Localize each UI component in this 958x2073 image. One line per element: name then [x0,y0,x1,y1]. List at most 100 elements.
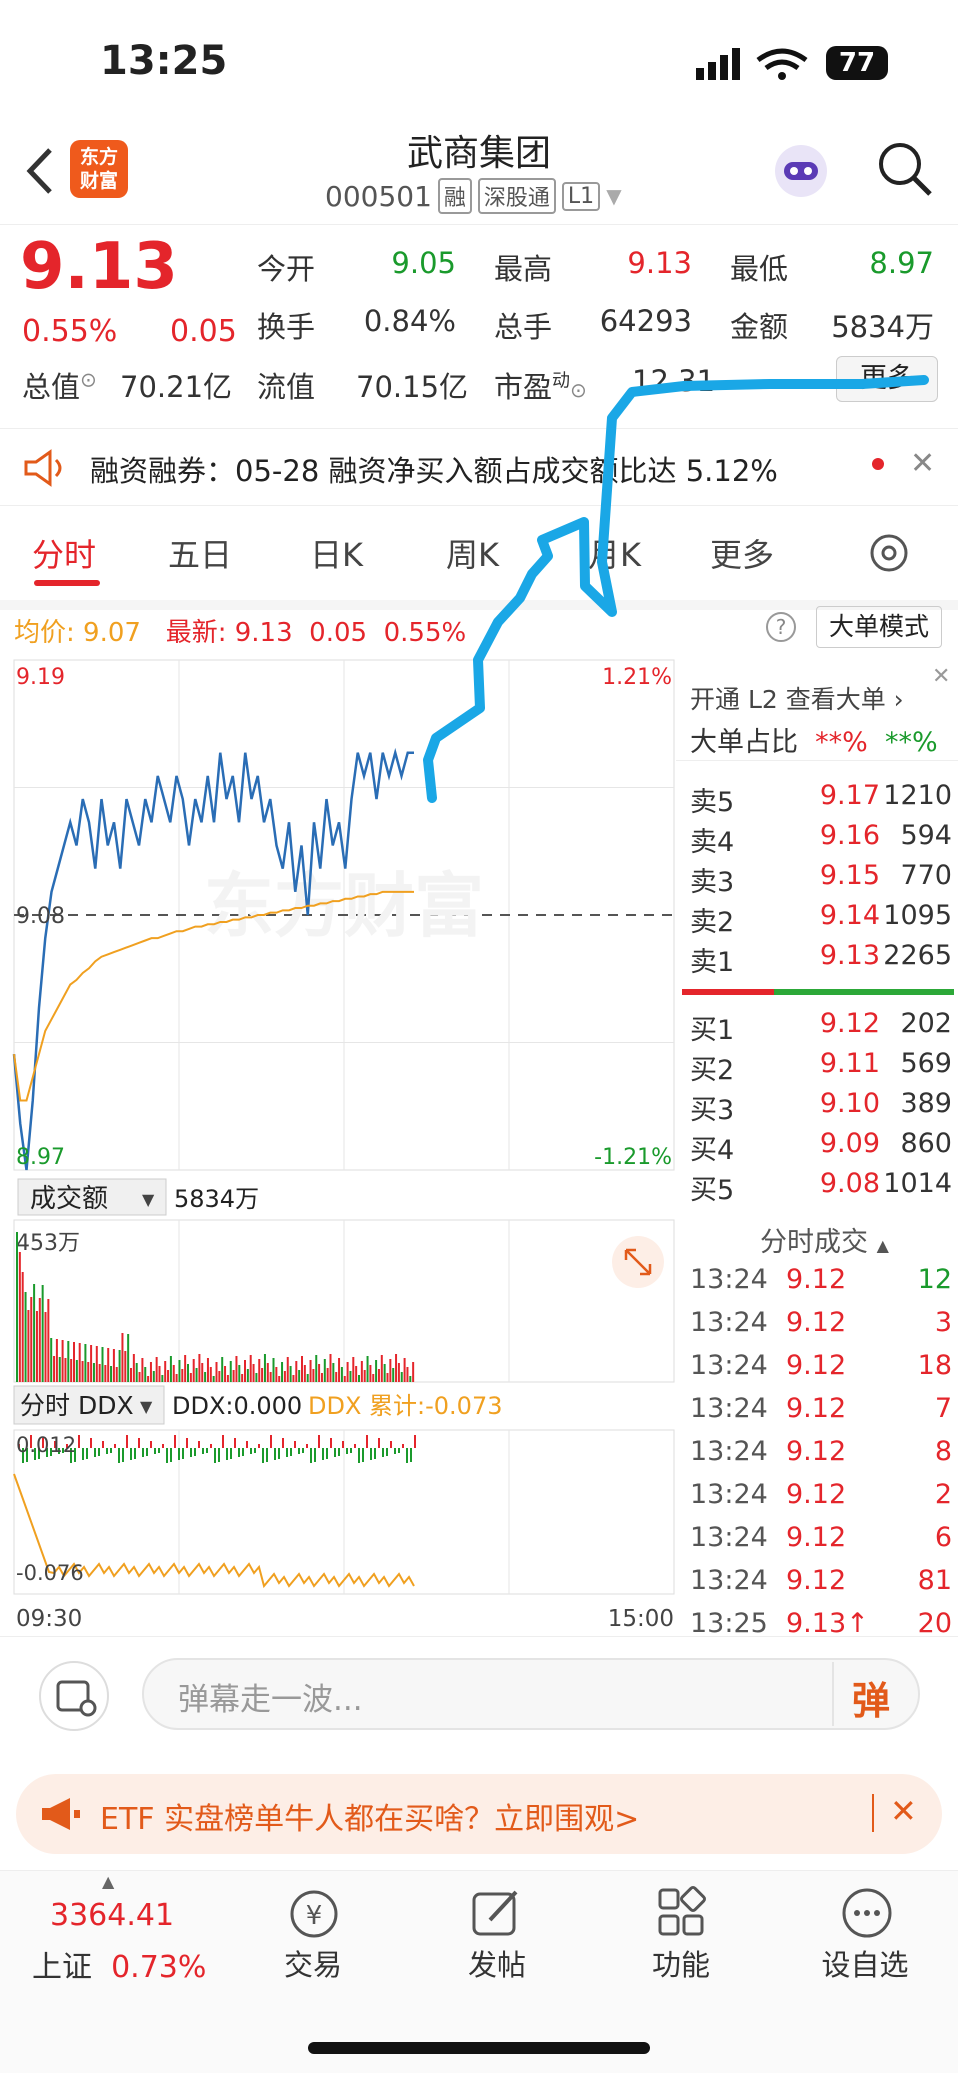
danmaku-settings-icon[interactable] [38,1660,110,1732]
ddx-bar [162,1444,164,1448]
trade-time: 13:24 [690,1350,768,1381]
trade-time: 13:24 [690,1479,768,1510]
volume-bar [44,1312,47,1382]
volume-bar [366,1356,369,1382]
volume-bar [35,1311,38,1382]
volume-bar [261,1368,264,1382]
volume-dropdown [17,1178,167,1216]
tab-0[interactable]: 分时 [32,536,97,574]
ddx-bar [346,1448,348,1454]
ddx-bar [290,1448,292,1456]
promo-banner[interactable] [16,1774,942,1854]
volume-bar [33,1284,36,1382]
volume-bar [343,1376,346,1382]
volume-bar [189,1373,192,1382]
help-icon[interactable]: ? [766,612,796,642]
nav-item-1[interactable]: 发帖 [467,1948,526,1982]
tab-4[interactable]: 月K [588,536,641,574]
ob-volume: 594 [900,820,952,851]
volume-bar [30,1297,33,1382]
post-icon [472,1890,518,1936]
trade-time: 13:24 [690,1264,768,1295]
total-value: 70.21亿 [120,370,233,404]
battery-icon: 77 [826,46,888,80]
volume-bar [132,1354,135,1382]
nav-item-2[interactable]: 功能 [651,1948,710,1982]
index-line[interactable]: 上证 0.73% [32,1950,207,1985]
ddx-bar [310,1448,312,1463]
volume-bar [323,1359,326,1382]
trade-price: 9.12 [786,1565,847,1596]
big-order-mode-button[interactable]: 大单模式 [816,606,942,648]
ddx-label: 分时 DDX [20,1391,134,1420]
gear-icon[interactable] [866,530,912,576]
volume-bar [144,1367,147,1382]
volume-bar [229,1361,232,1382]
tab-2[interactable]: 日K [310,536,363,574]
ddx-bar [170,1448,172,1462]
index-value[interactable]: 3364.41 [50,1898,175,1933]
nav-item-0[interactable]: 交易 [283,1948,342,1982]
volume-bar [55,1339,58,1382]
ddx-bar [182,1448,184,1459]
volume-bar [283,1371,286,1382]
ddx-bar [94,1448,96,1457]
volume-bar [320,1373,323,1382]
ddx-bar [378,1438,380,1448]
ob-label: 卖2 [690,907,735,938]
ddx-bar [38,1448,40,1459]
volume-bar [269,1372,272,1382]
notice-bar[interactable] [0,428,958,506]
change-pct: 0.55% [22,314,118,349]
volume-bar [286,1357,289,1382]
stock-code-line[interactable]: 000501 融 深股通 L1 ▼ [325,178,622,214]
series-1-line [13,890,414,1102]
volume-bar [206,1358,209,1382]
volume-bar [338,1358,341,1382]
tab-1[interactable]: 五日 [168,536,233,574]
volume-bar [152,1371,155,1382]
trades-title[interactable]: 分时成交 ▲ [760,1227,889,1258]
comment-input[interactable] [142,1658,920,1730]
search-icon[interactable] [876,140,934,198]
ddx-bar [50,1448,52,1456]
volume-bar [406,1367,409,1382]
pe-label: 市盈动⊙ [494,370,587,404]
back-icon[interactable] [24,146,54,196]
ddx-bar [66,1444,68,1448]
ddx-bar [42,1438,44,1448]
trade-price: 9.12 [786,1307,847,1338]
quote-value: 5834万 [831,310,934,344]
l2-link[interactable]: 开通 L2 查看大单 › [690,685,904,714]
banner-close-icon[interactable]: ✕ [890,1792,917,1830]
ob-price: 9.15 [819,860,880,891]
tab-3[interactable]: 周K [446,536,499,574]
volume-bar [252,1364,255,1382]
stock-code: 000501 [325,179,432,213]
trade-time: 13:24 [690,1565,768,1596]
ddx-value: DDX:0.000 [172,1392,302,1420]
intraday-chart[interactable]: 东方财富 9.19 9.08 8.97 1.21% -1.21% 成交额 ▼ 5834万 453万… [0,650,676,1635]
ddx-bar [362,1448,364,1462]
ddx-bar [18,1444,20,1448]
app-logo: 东方 财富 [70,140,128,198]
ddx-bar [250,1448,252,1454]
ddx-bar [82,1448,84,1460]
ddx-bar [146,1448,148,1456]
trade-volume: 12 [917,1264,952,1295]
close-icon[interactable]: ✕ [932,664,951,689]
volume-bar [266,1363,269,1382]
volume-bar [16,1232,18,1382]
close-icon[interactable]: ✕ [910,446,936,481]
volume-bar [258,1359,261,1382]
nav-item-3[interactable]: 设自选 [821,1948,909,1982]
danmaku-send-button[interactable]: 弹 [852,1679,891,1723]
volume-bar [352,1357,355,1382]
volume-bar [141,1358,144,1382]
tab-5[interactable]: 更多 [710,536,775,574]
ddx-bar [26,1448,28,1462]
volume-bar [81,1361,84,1382]
robot-icon[interactable] [770,140,832,202]
volume-bar [275,1367,278,1382]
volume-bar [246,1369,249,1382]
